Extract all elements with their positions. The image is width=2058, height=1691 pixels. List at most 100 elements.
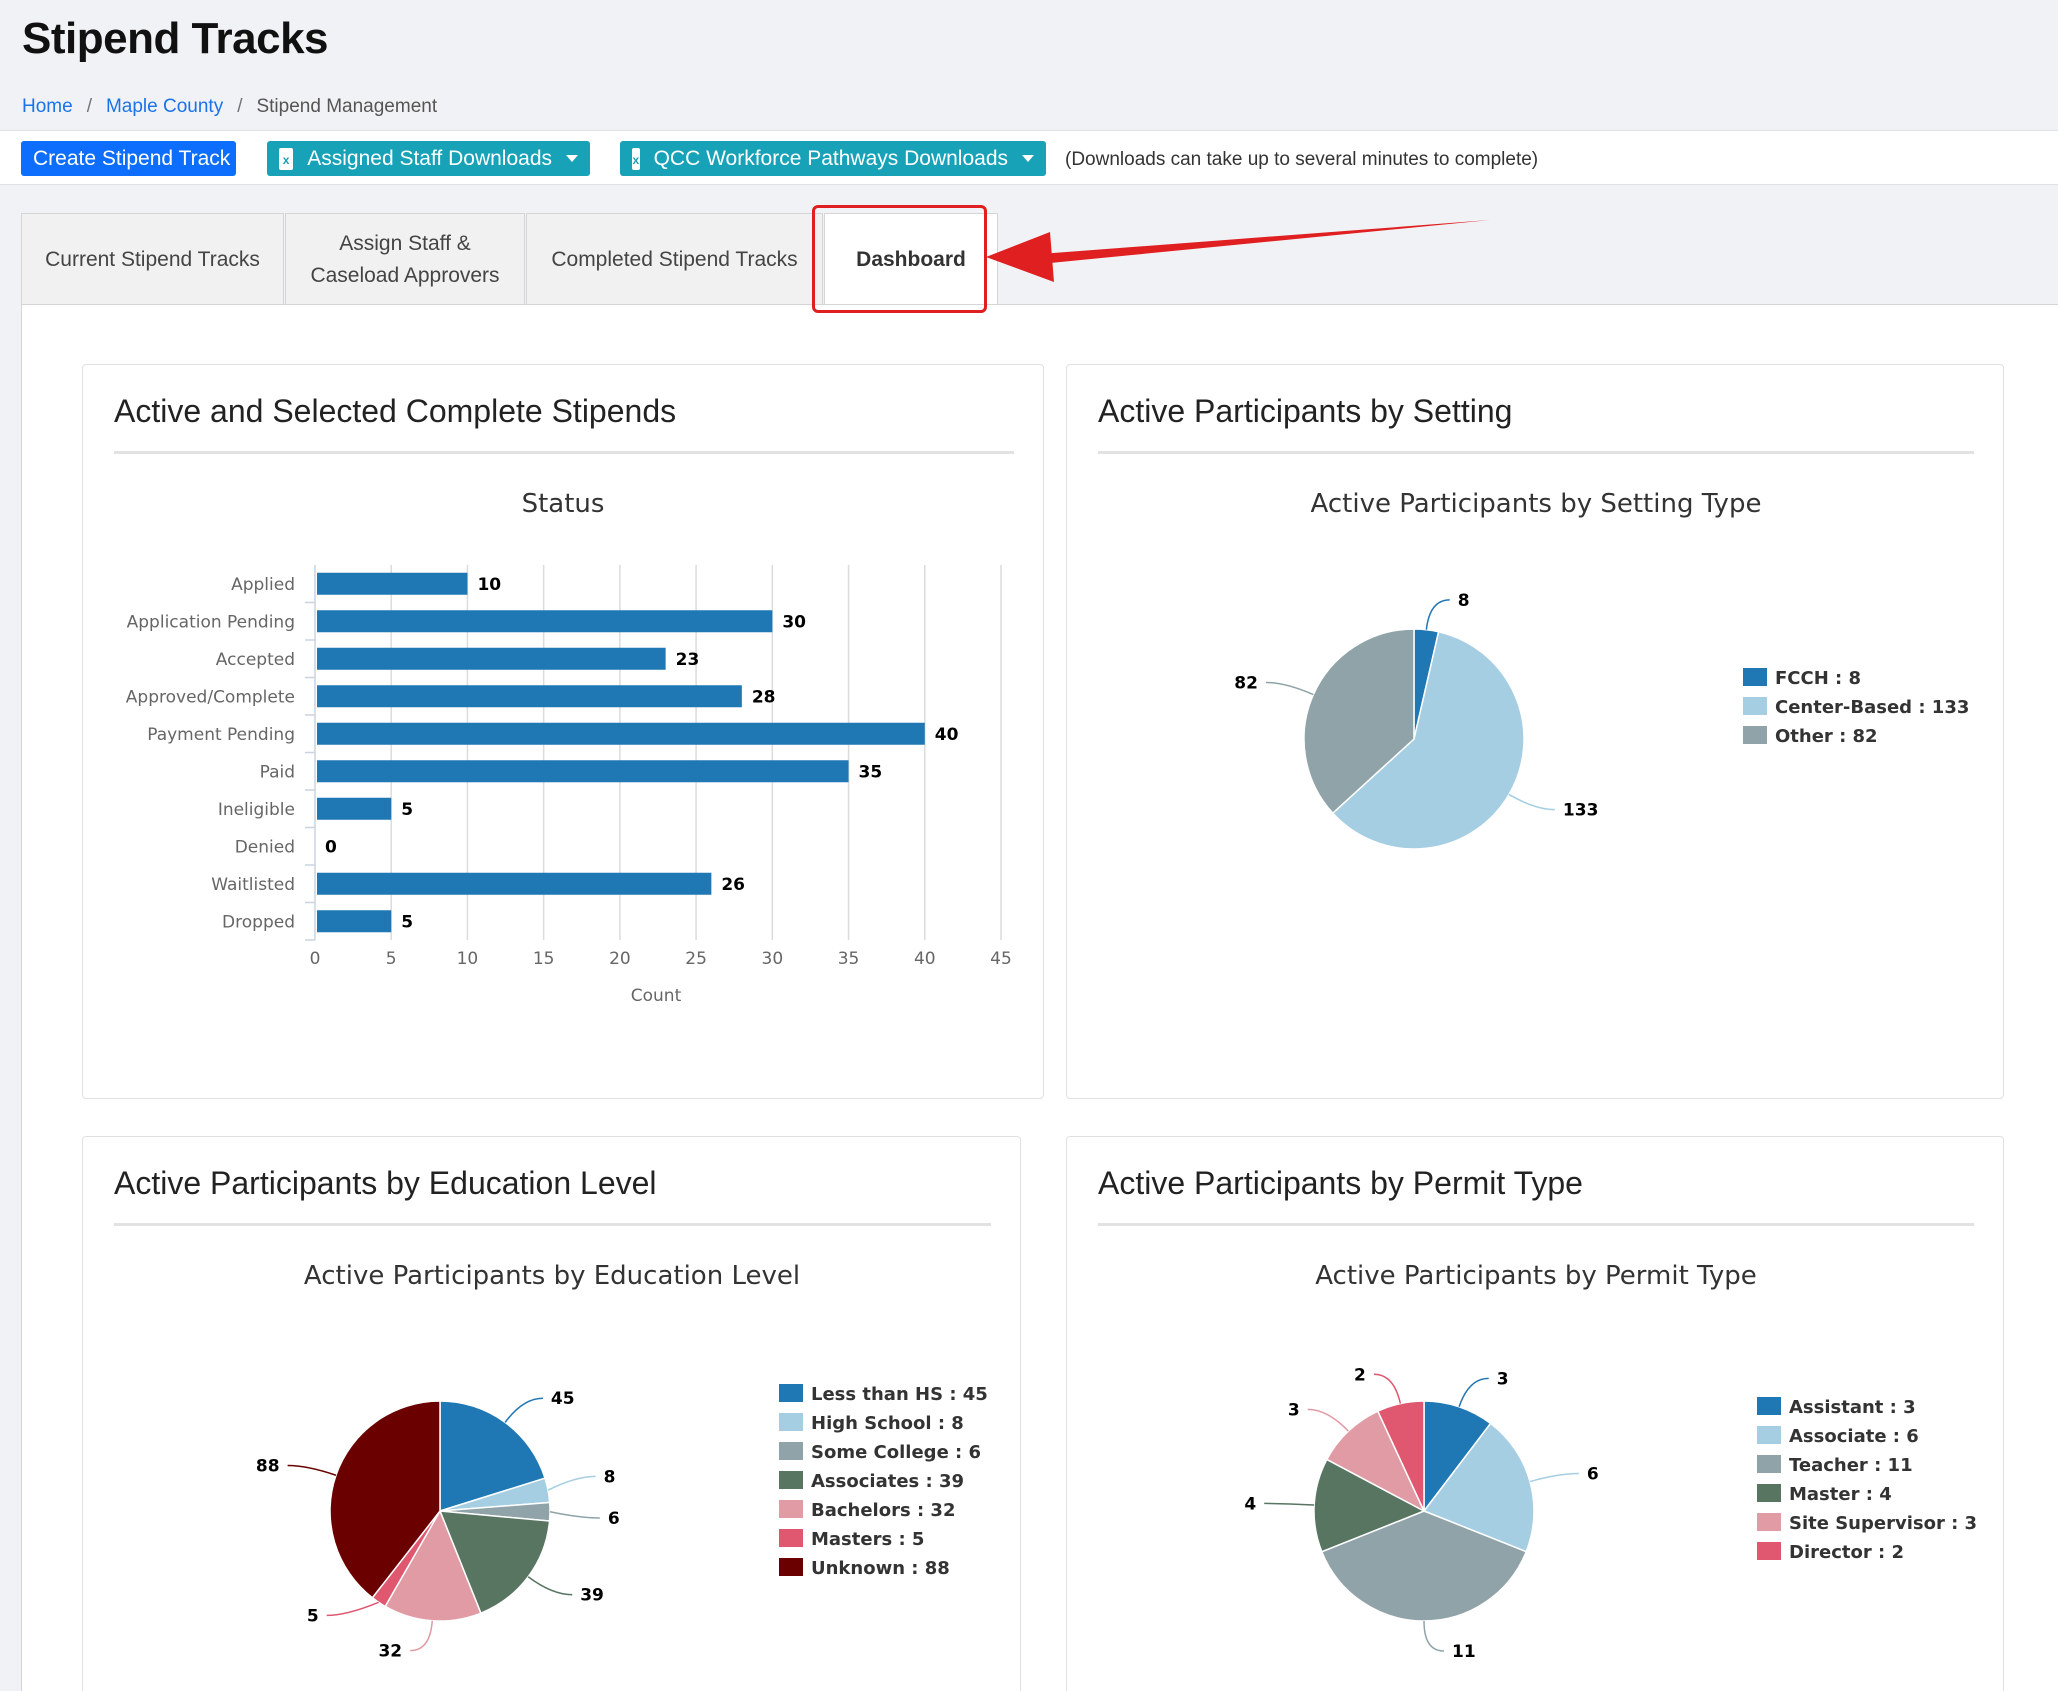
x-tick-label: 30 [762, 949, 784, 969]
legend-item[interactable]: Site Supervisor : 3 [1789, 1513, 1977, 1534]
data-label: 133 [1563, 801, 1599, 821]
qcc-downloads-button[interactable]: x QCC Workforce Pathways Downloads [620, 141, 1046, 176]
assigned-staff-downloads-button[interactable]: x Assigned Staff Downloads [267, 141, 590, 176]
legend-item[interactable]: Associates : 39 [811, 1471, 964, 1492]
legend-item[interactable]: High School : 8 [811, 1413, 964, 1434]
assigned-staff-downloads-label: Assigned Staff Downloads [307, 146, 552, 170]
legend-item[interactable]: Master : 4 [1789, 1484, 1892, 1505]
permit-pie-chart: Active Participants by Permit Type 3 6 11 4… [1244, 1261, 1977, 1662]
connector-line [1458, 1377, 1489, 1407]
connector-line [1508, 793, 1555, 811]
pie-slice[interactable] [1325, 1410, 1426, 1513]
status-bar-chart: Status Count 0 5 10 15 20 25 30 35 40 45 Applied 10… [126, 489, 1012, 1006]
legend-item[interactable]: Some College : 6 [811, 1442, 981, 1463]
y-tick-label: Dropped [222, 912, 295, 932]
pie-slice[interactable] [1313, 1458, 1426, 1553]
data-label: 5 [401, 800, 413, 820]
pie-slice[interactable] [1423, 1400, 1492, 1514]
create-stipend-track-button[interactable]: Create Stipend Track [21, 141, 236, 176]
setting-card: Active Participants by Setting Active Pa… [1066, 364, 2004, 1099]
data-label: 40 [935, 725, 959, 745]
page-title: Stipend Tracks [22, 14, 329, 63]
breadcrumb-county-link[interactable]: Maple County [105, 96, 224, 117]
setting-pie-chart: Active Participants by Setting Type 8 133… [1234, 489, 1969, 850]
pie-slice[interactable] [1376, 1400, 1425, 1512]
y-tick-label: Approved/Complete [126, 687, 295, 707]
legend-item[interactable]: Less than HS : 45 [811, 1384, 988, 1405]
connector-line [504, 1397, 543, 1423]
card-divider [1098, 451, 1974, 454]
legend-swatch [779, 1529, 803, 1547]
breadcrumb-home-link[interactable]: Home [22, 96, 73, 117]
legend-item[interactable]: Director : 2 [1789, 1542, 1904, 1563]
data-label: 39 [580, 1586, 604, 1606]
legend-item[interactable]: Unknown : 88 [811, 1558, 950, 1579]
x-tick-label: 10 [457, 949, 479, 969]
permit-card: Active Participants by Permit Type Activ… [1066, 1136, 2004, 1691]
pie-slice[interactable] [329, 1400, 441, 1599]
x-tick-label: 20 [609, 949, 631, 969]
legend-item[interactable]: Bachelors : 32 [811, 1500, 955, 1521]
legend-item[interactable]: Assistant : 3 [1789, 1397, 1916, 1418]
legend-item[interactable]: Associate : 6 [1789, 1426, 1919, 1447]
tab-label: Current Stipend Tracks [45, 247, 260, 271]
tab-current-stipend-tracks[interactable]: Current Stipend Tracks [21, 213, 284, 305]
y-tick-label: Applied [231, 575, 295, 595]
legend-swatch [1743, 668, 1767, 686]
legend-swatch [1757, 1484, 1781, 1502]
legend-swatch [1757, 1397, 1781, 1415]
data-label: 3 [1497, 1369, 1509, 1389]
legend-swatch [779, 1558, 803, 1576]
pie-slice[interactable] [438, 1510, 551, 1615]
bar [317, 760, 849, 783]
tab-label: Assign Staff & Caseload Approvers [310, 231, 500, 287]
x-tick-label: 45 [990, 949, 1012, 969]
data-label: 11 [1452, 1642, 1476, 1662]
chart-title: Active Participants by Education Level [304, 1261, 800, 1291]
chart-title: Status [522, 489, 605, 519]
data-label: 3 [1288, 1400, 1300, 1420]
legend-item[interactable]: Teacher : 11 [1789, 1455, 1913, 1476]
connector-line [527, 1576, 573, 1596]
connector-line [1425, 599, 1450, 630]
y-tick-label: Accepted [216, 650, 295, 670]
connector-line [1529, 1472, 1579, 1483]
data-label: 45 [551, 1389, 575, 1409]
highlight-box [812, 205, 987, 313]
bar [317, 722, 925, 745]
x-tick-label: 25 [685, 949, 707, 969]
pie-slice[interactable] [1303, 628, 1415, 815]
connector-line [287, 1464, 337, 1476]
create-stipend-track-label: Create Stipend Track [33, 146, 231, 170]
legend-swatch [779, 1500, 803, 1518]
tab-assign-staff[interactable]: Assign Staff & Caseload Approvers [285, 213, 525, 305]
tab-completed-stipend-tracks[interactable]: Completed Stipend Tracks [526, 213, 823, 305]
connector-line [1307, 1408, 1349, 1432]
connector-line [1373, 1373, 1402, 1404]
legend-swatch [779, 1413, 803, 1431]
tab-dashboard[interactable]: Dashboard [824, 213, 998, 306]
data-label: 35 [859, 762, 883, 782]
legend-swatch [1743, 697, 1767, 715]
legend-swatch [779, 1442, 803, 1460]
pie-slice[interactable] [1320, 1510, 1528, 1622]
y-tick-label: Application Pending [127, 612, 295, 632]
pie-slice[interactable] [1422, 1422, 1535, 1553]
toolbar: Create Stipend Track x Assigned Staff Do… [0, 130, 2058, 185]
legend-item[interactable]: FCCH : 8 [1775, 668, 1861, 689]
card-title: Active Participants by Permit Type [1098, 1165, 1583, 1201]
bar [317, 610, 773, 633]
data-label: 30 [782, 612, 806, 632]
data-label: 23 [676, 650, 700, 670]
legend-item[interactable]: Center-Based : 133 [1775, 697, 1969, 718]
bar [317, 910, 392, 933]
data-label: 6 [1587, 1465, 1599, 1485]
legend-item[interactable]: Other : 82 [1775, 726, 1878, 747]
legend-swatch [779, 1384, 803, 1402]
legend-item[interactable]: Masters : 5 [811, 1529, 924, 1550]
data-label: 4 [1244, 1494, 1256, 1514]
excel-file-icon: x [632, 147, 640, 170]
y-tick-label: Payment Pending [147, 725, 295, 745]
education-pie-chart: Active Participants by Education Level 4… [256, 1261, 988, 1662]
breadcrumb-current: Stipend Management [256, 96, 438, 117]
